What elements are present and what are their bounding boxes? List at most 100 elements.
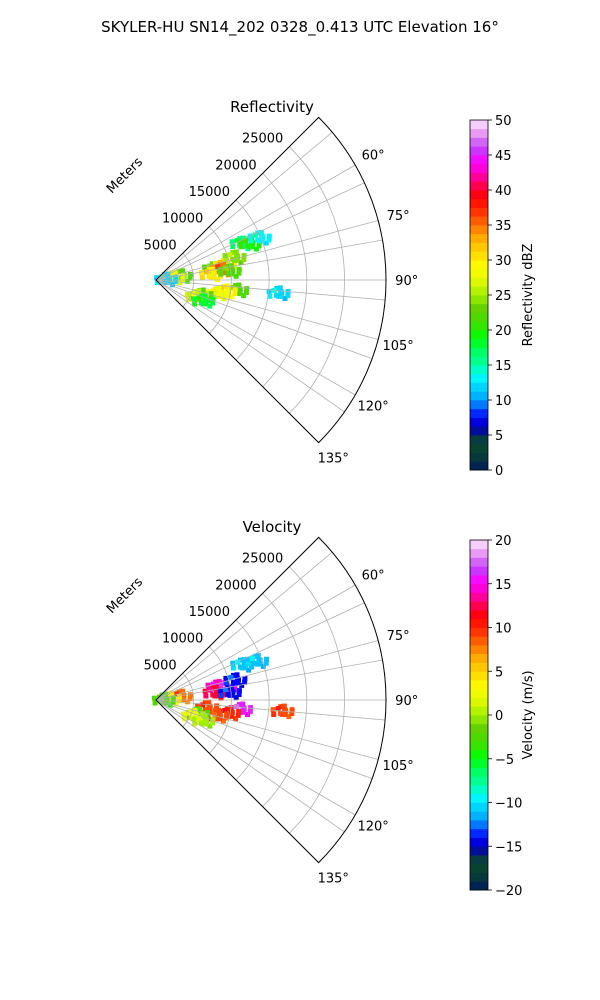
data-gate-9-9 bbox=[152, 700, 158, 706]
data-gate-10-7 bbox=[236, 702, 242, 707]
colorbar-step-4 bbox=[470, 846, 488, 856]
data-gate-0-3 bbox=[246, 667, 252, 673]
data-gate-1-7 bbox=[245, 236, 251, 242]
colorbar-step-29 bbox=[470, 627, 488, 637]
data-gate-11-3 bbox=[233, 716, 238, 722]
colorbar-step-11 bbox=[470, 365, 488, 375]
colorbar-step-33 bbox=[470, 172, 488, 182]
data-gate-0-13 bbox=[249, 660, 255, 666]
data-gate-11-9 bbox=[154, 280, 160, 285]
azimuth-line-110 bbox=[155, 279, 373, 360]
colorbar-step-21 bbox=[470, 277, 488, 287]
colorbar-step-7 bbox=[470, 820, 488, 830]
colorbar-step-38 bbox=[470, 128, 488, 138]
data-gate-9-2 bbox=[180, 268, 186, 274]
data-gate-9-4 bbox=[151, 695, 157, 701]
colorbar-tick-label-1: 5 bbox=[495, 429, 503, 444]
colorbar-tick-label-2: −10 bbox=[495, 797, 522, 812]
data-gate-11-7 bbox=[161, 272, 167, 278]
data-gate-18-3 bbox=[282, 296, 288, 301]
colorbar-step-32 bbox=[470, 601, 488, 611]
data-gate-14-2 bbox=[197, 706, 203, 712]
data-gate-8-8 bbox=[236, 270, 242, 276]
colorbar-step-14 bbox=[470, 758, 488, 768]
colorbar-step-28 bbox=[470, 216, 488, 226]
data-gate-1-12 bbox=[243, 238, 248, 244]
data-gate-14-13 bbox=[224, 289, 230, 295]
colorbar-step-10 bbox=[470, 373, 488, 383]
data-gate-11-7 bbox=[224, 706, 230, 712]
azimuth-tick-label-135: 135° bbox=[318, 871, 349, 886]
colorbar-step-15 bbox=[470, 330, 488, 340]
data-gate-13-7 bbox=[202, 700, 208, 706]
data-gate-10-12 bbox=[234, 704, 240, 709]
data-gate-5-11 bbox=[214, 693, 220, 699]
data-gate-11-11 bbox=[229, 713, 234, 719]
azimuth-line-80 bbox=[155, 239, 383, 281]
azimuth-tick-label-120: 120° bbox=[357, 399, 388, 414]
data-gate-7-8 bbox=[187, 696, 193, 702]
data-gate-14-10 bbox=[217, 289, 222, 295]
data-gate-7-3 bbox=[184, 699, 190, 705]
colorbar-tick-label-4: 0 bbox=[495, 709, 503, 724]
data-gate-1-9 bbox=[238, 244, 244, 250]
data-gate-8-4 bbox=[217, 266, 223, 272]
data-gate-4-12 bbox=[228, 674, 234, 680]
data-gate-5-3 bbox=[218, 695, 224, 701]
data-gate-13-8 bbox=[232, 291, 238, 297]
data-gate-7-3 bbox=[215, 277, 220, 282]
data-gate-16-2 bbox=[202, 713, 208, 718]
data-gate-12-13 bbox=[244, 286, 250, 292]
colorbar-step-36 bbox=[470, 146, 488, 156]
colorbar-step-22 bbox=[470, 268, 488, 278]
radial-tick-label-5000: 5000 bbox=[144, 658, 177, 673]
figure-suptitle: SKYLER-HU SN14_202 0328_0.413 UTC Elevat… bbox=[101, 18, 499, 37]
azimuth-line-50 bbox=[155, 131, 333, 281]
data-gate-17-4 bbox=[270, 707, 276, 713]
data-gate-16-11 bbox=[203, 721, 209, 727]
data-gate-8-9 bbox=[218, 271, 224, 277]
colorbar-step-17 bbox=[470, 312, 488, 322]
colorbar-label: Velocity (m/s) bbox=[521, 670, 536, 759]
data-gate-12-3 bbox=[220, 718, 226, 724]
data-gate-15-4 bbox=[181, 711, 187, 717]
colorbar-step-0 bbox=[470, 461, 488, 471]
data-gate-4-7 bbox=[231, 672, 236, 678]
data-gate-17-7 bbox=[278, 704, 284, 710]
data-gate-1-9 bbox=[245, 661, 251, 667]
data-gate-16-4 bbox=[191, 716, 197, 722]
data-gate-6-12 bbox=[223, 687, 228, 693]
data-gate-2-7 bbox=[255, 230, 261, 236]
data-gate-8-10 bbox=[229, 266, 235, 272]
radial-tick-label-15000: 15000 bbox=[189, 605, 230, 620]
reflectivity-panel: Reflectivity 5000 10000 15000 20000 25000 Met… bbox=[104, 98, 536, 479]
data-gate-1-12 bbox=[250, 655, 255, 661]
data-gate-10-2 bbox=[172, 269, 178, 275]
data-gate-15-12 bbox=[186, 710, 192, 716]
colorbar-step-23 bbox=[470, 260, 488, 270]
data-gate-4-10 bbox=[224, 261, 230, 267]
data-gate-2-12 bbox=[252, 232, 258, 238]
data-gate-14-12 bbox=[210, 288, 216, 294]
azimuth-line-125 bbox=[155, 699, 345, 833]
data-gate-11-4 bbox=[154, 275, 160, 281]
data-gate-1-3 bbox=[253, 246, 259, 252]
data-gate-4-7 bbox=[220, 258, 226, 264]
data-gate-14-8 bbox=[224, 293, 230, 299]
data-gate-1-4 bbox=[237, 239, 243, 245]
colorbar-step-6 bbox=[470, 828, 488, 838]
data-gate-12-11 bbox=[217, 716, 222, 722]
data-gate-15-13 bbox=[208, 291, 214, 297]
colorbar-tick-label-6: 10 bbox=[495, 622, 512, 637]
data-gate-17-8 bbox=[210, 300, 216, 306]
colorbar-step-30 bbox=[470, 198, 488, 208]
radial-tick-label-25000: 25000 bbox=[242, 552, 283, 567]
colorbar-step-1 bbox=[470, 452, 488, 462]
data-gate-17-2 bbox=[202, 293, 208, 298]
colorbar-step-26 bbox=[470, 653, 488, 663]
data-gate-14-3 bbox=[221, 296, 227, 302]
colorbar-step-31 bbox=[470, 610, 488, 620]
colorbar-step-5 bbox=[470, 837, 488, 847]
data-gate-13-2 bbox=[206, 699, 212, 705]
data-gate-14-11 bbox=[217, 294, 223, 299]
